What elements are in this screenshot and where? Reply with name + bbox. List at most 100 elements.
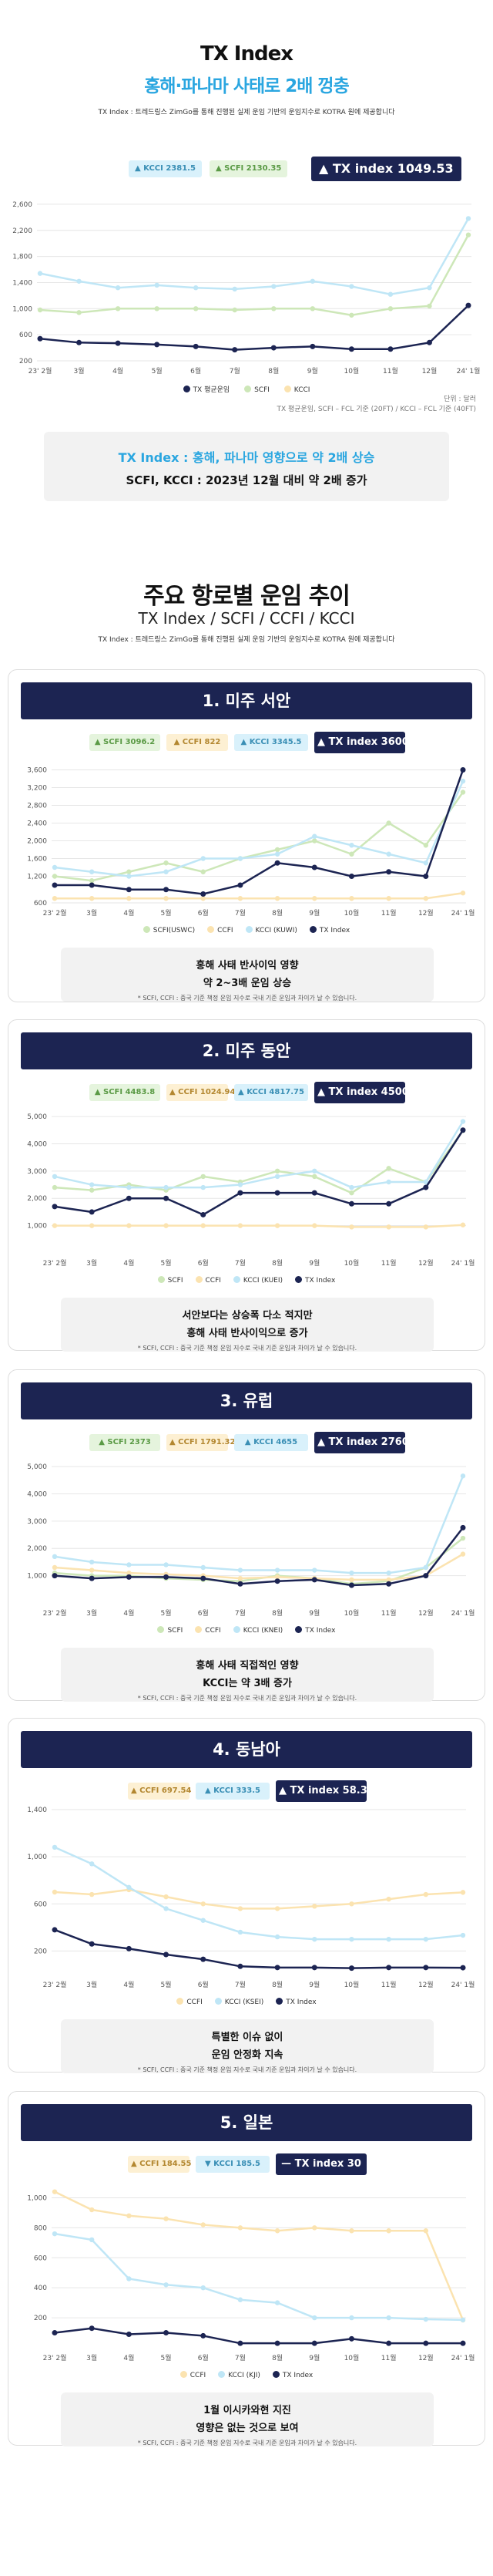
y-tick-label: 1,000	[27, 2194, 47, 2202]
data-point-kcci	[163, 2282, 169, 2288]
series-line-ccfi	[55, 1224, 464, 1228]
series-line-kcci	[39, 217, 470, 295]
data-point-tx	[126, 1195, 132, 1201]
data-point-tx	[200, 1575, 206, 1581]
data-point-scfi	[274, 1168, 280, 1174]
data-point-kcci	[274, 1174, 280, 1180]
kcci-badge: ▼ KCCI 185.5	[196, 2156, 270, 2173]
route-legend: SCFI CCFI KCCI (KNEI) TX Index	[8, 1626, 485, 1635]
legend-item-tx: TX 평균운임	[183, 384, 230, 394]
scfi-badge: ▲ SCFI 4483.8	[89, 1084, 160, 1101]
data-point-scfi	[274, 847, 280, 853]
data-point-ccfi	[423, 1224, 429, 1230]
data-point-kcci	[163, 1906, 169, 1911]
tx-badge: ▲ TX index 2760	[314, 1432, 409, 1453]
data-point-scfi	[386, 820, 391, 826]
x-tick-label: 9월	[309, 908, 320, 918]
x-tick-label: 4월	[112, 366, 123, 375]
data-point-ccfi	[126, 1223, 132, 1228]
data-point-tx	[232, 347, 238, 353]
data-point-tx	[270, 345, 277, 351]
data-point-ccfi	[200, 1223, 206, 1228]
scfi-badge: ▲ SCFI 2373	[89, 1434, 160, 1451]
data-point-ccfi	[237, 2225, 243, 2231]
y-tick-label: 2,800	[27, 803, 47, 810]
data-point-ccfi	[312, 1904, 317, 1909]
data-point-tx	[89, 1575, 95, 1581]
x-tick-label: 12월	[418, 2353, 434, 2362]
data-point-tx	[423, 2340, 429, 2346]
data-point-kcci	[349, 284, 354, 289]
data-point-scfi	[232, 307, 237, 313]
data-point-scfi	[423, 843, 429, 848]
data-point-scfi	[154, 306, 159, 311]
x-tick-label: 4월	[123, 1980, 134, 1989]
data-point-kcci	[193, 285, 199, 291]
data-point-kcci	[274, 2300, 280, 2305]
series-line-tx	[54, 1928, 464, 1969]
x-tick-label: 23' 2월	[43, 1258, 67, 1268]
y-tick-label: 2,600	[12, 201, 32, 209]
data-point-ccfi	[126, 2213, 132, 2218]
data-point-kcci	[89, 1861, 95, 1867]
series-line-scfi	[54, 791, 464, 882]
data-point-scfi	[76, 310, 82, 315]
route-card: 1. 미주 서안 ▲ SCFI 3096.2 ▲ CCFI 822 ▲ KCCI 33…	[8, 669, 485, 1002]
series-line-ccfi	[54, 2190, 464, 2321]
x-tick-label: 6월	[198, 1608, 209, 1618]
y-tick-label: 800	[34, 2224, 47, 2232]
data-point-kcci	[423, 1179, 429, 1185]
route-line-chart: 200 600 1,000 1,400 23' 2월 3월 4월 5월 6월 7월 8월 9월 10월 1…	[27, 1807, 475, 1989]
unit-note-detail: TX 평균운임, SCFI – FCL 기준 (20FT) / KCCI – F…	[277, 406, 476, 413]
x-tick-label: 4월	[123, 2353, 134, 2362]
data-point-tx	[193, 343, 199, 349]
ccfi-badge: ▲ CCFI 1791.32	[166, 1434, 235, 1451]
data-point-ccfi	[460, 1222, 466, 1227]
y-tick-label: 600	[19, 332, 32, 339]
y-tick-label: 1,400	[12, 279, 32, 287]
x-tick-label: 9월	[307, 366, 318, 375]
data-point-ccfi	[274, 2228, 280, 2234]
y-tick-label: 3,600	[27, 767, 47, 775]
data-point-ccfi	[163, 1894, 169, 1900]
data-point-ccfi	[52, 1564, 58, 1571]
data-point-tx	[237, 1963, 243, 1969]
x-tick-label: 3월	[86, 2353, 97, 2362]
data-point-tx	[387, 346, 394, 352]
x-tick-label: 9월	[309, 1608, 320, 1618]
x-tick-label: 23' 2월	[43, 908, 67, 918]
data-point-tx	[89, 1941, 95, 1947]
tx-badge: ▲ TX index 3600	[314, 732, 409, 753]
route-note: 특별한 이슈 없이 운임 안정화 지속 * SCFI, CCFI : 중국 기준 책…	[61, 2019, 434, 2073]
data-point-tx	[465, 302, 471, 308]
data-point-kcci	[423, 2316, 429, 2322]
x-tick-label: 10월	[344, 1980, 360, 1989]
data-point-tx	[423, 1184, 429, 1190]
kcci-badge: ▲ KCCI 4817.75	[234, 1084, 308, 1101]
legend-item: TX Index	[309, 926, 350, 934]
data-point-tx	[200, 1956, 206, 1962]
data-point-ccfi	[386, 1577, 391, 1583]
data-point-ccfi	[237, 1575, 243, 1581]
route-note: 홍해 사태 반사이익 영향 약 2~3배 운임 상승 * SCFI, CCFI : …	[61, 948, 434, 1002]
data-point-ccfi	[89, 1891, 95, 1897]
data-point-ccfi	[52, 1223, 58, 1228]
y-tick-label: 200	[34, 2315, 47, 2322]
x-tick-label: 9월	[309, 1980, 320, 1989]
data-point-kcci	[387, 291, 394, 297]
series-line-kcci	[54, 1120, 464, 1189]
x-tick-label: 7월	[230, 366, 240, 375]
data-point-kcci	[349, 1936, 354, 1942]
data-point-kcci	[200, 856, 206, 861]
kcci-badge: ▲ KCCI 2381.5	[129, 160, 202, 177]
data-point-kcci	[126, 1184, 132, 1190]
x-tick-label: 3월	[86, 1608, 97, 1618]
data-point-kcci	[423, 860, 429, 866]
data-point-kcci	[349, 1570, 354, 1576]
y-tick-label: 4,000	[27, 1140, 47, 1148]
data-point-tx	[423, 1965, 429, 1971]
data-point-scfi	[193, 306, 199, 311]
main-chart: ▲ KCCI 2381.5 ▲ SCFI 2130.35 ▲ TX index …	[9, 137, 484, 415]
data-point-scfi	[37, 307, 43, 313]
data-point-kcci	[386, 1936, 391, 1942]
